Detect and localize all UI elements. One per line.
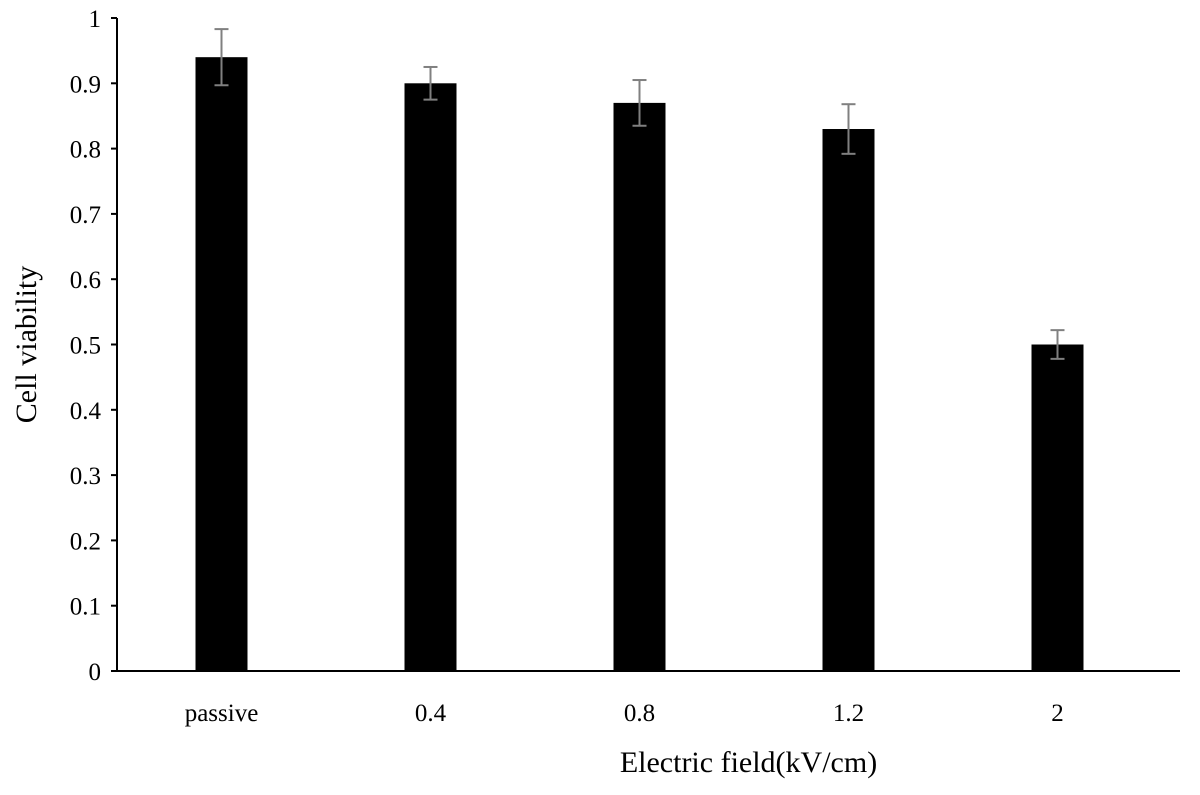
y-tick-label: 1 — [89, 6, 102, 33]
y-tick-label: 0 — [89, 659, 102, 686]
y-tick-label: 0.4 — [70, 398, 102, 425]
y-axis-ticks: 0 0.1 0.2 0.3 0.4 0.5 0.6 0.7 0.8 0.9 1 — [70, 6, 117, 686]
x-tick-label: 2 — [1051, 700, 1064, 727]
y-tick-label: 0.7 — [70, 202, 101, 229]
bar — [1031, 344, 1084, 671]
y-tick-label: 0.1 — [70, 594, 101, 621]
y-axis-title: Cell viability — [10, 266, 43, 424]
y-tick-label: 0.3 — [70, 463, 101, 490]
y-tick-label: 0.8 — [70, 137, 101, 164]
bars — [195, 57, 1084, 672]
x-axis-ticks: passive 0.4 0.8 1.2 2 — [185, 700, 1064, 727]
y-tick-label: 0.5 — [70, 333, 101, 360]
x-tick-label: passive — [185, 700, 259, 727]
bar — [404, 83, 457, 672]
x-tick-label: 0.4 — [415, 700, 447, 727]
bar — [613, 102, 666, 671]
x-tick-label: 1.2 — [833, 700, 864, 727]
x-axis-title: Electric field(kV/cm) — [620, 746, 877, 779]
y-tick-label: 0.2 — [70, 528, 101, 555]
error-bars — [214, 28, 1065, 360]
y-tick-label: 0.6 — [70, 267, 101, 294]
x-tick-label: 0.8 — [624, 700, 655, 727]
bar — [195, 57, 248, 672]
y-tick-label: 0.9 — [70, 71, 101, 98]
bar — [822, 129, 875, 671]
